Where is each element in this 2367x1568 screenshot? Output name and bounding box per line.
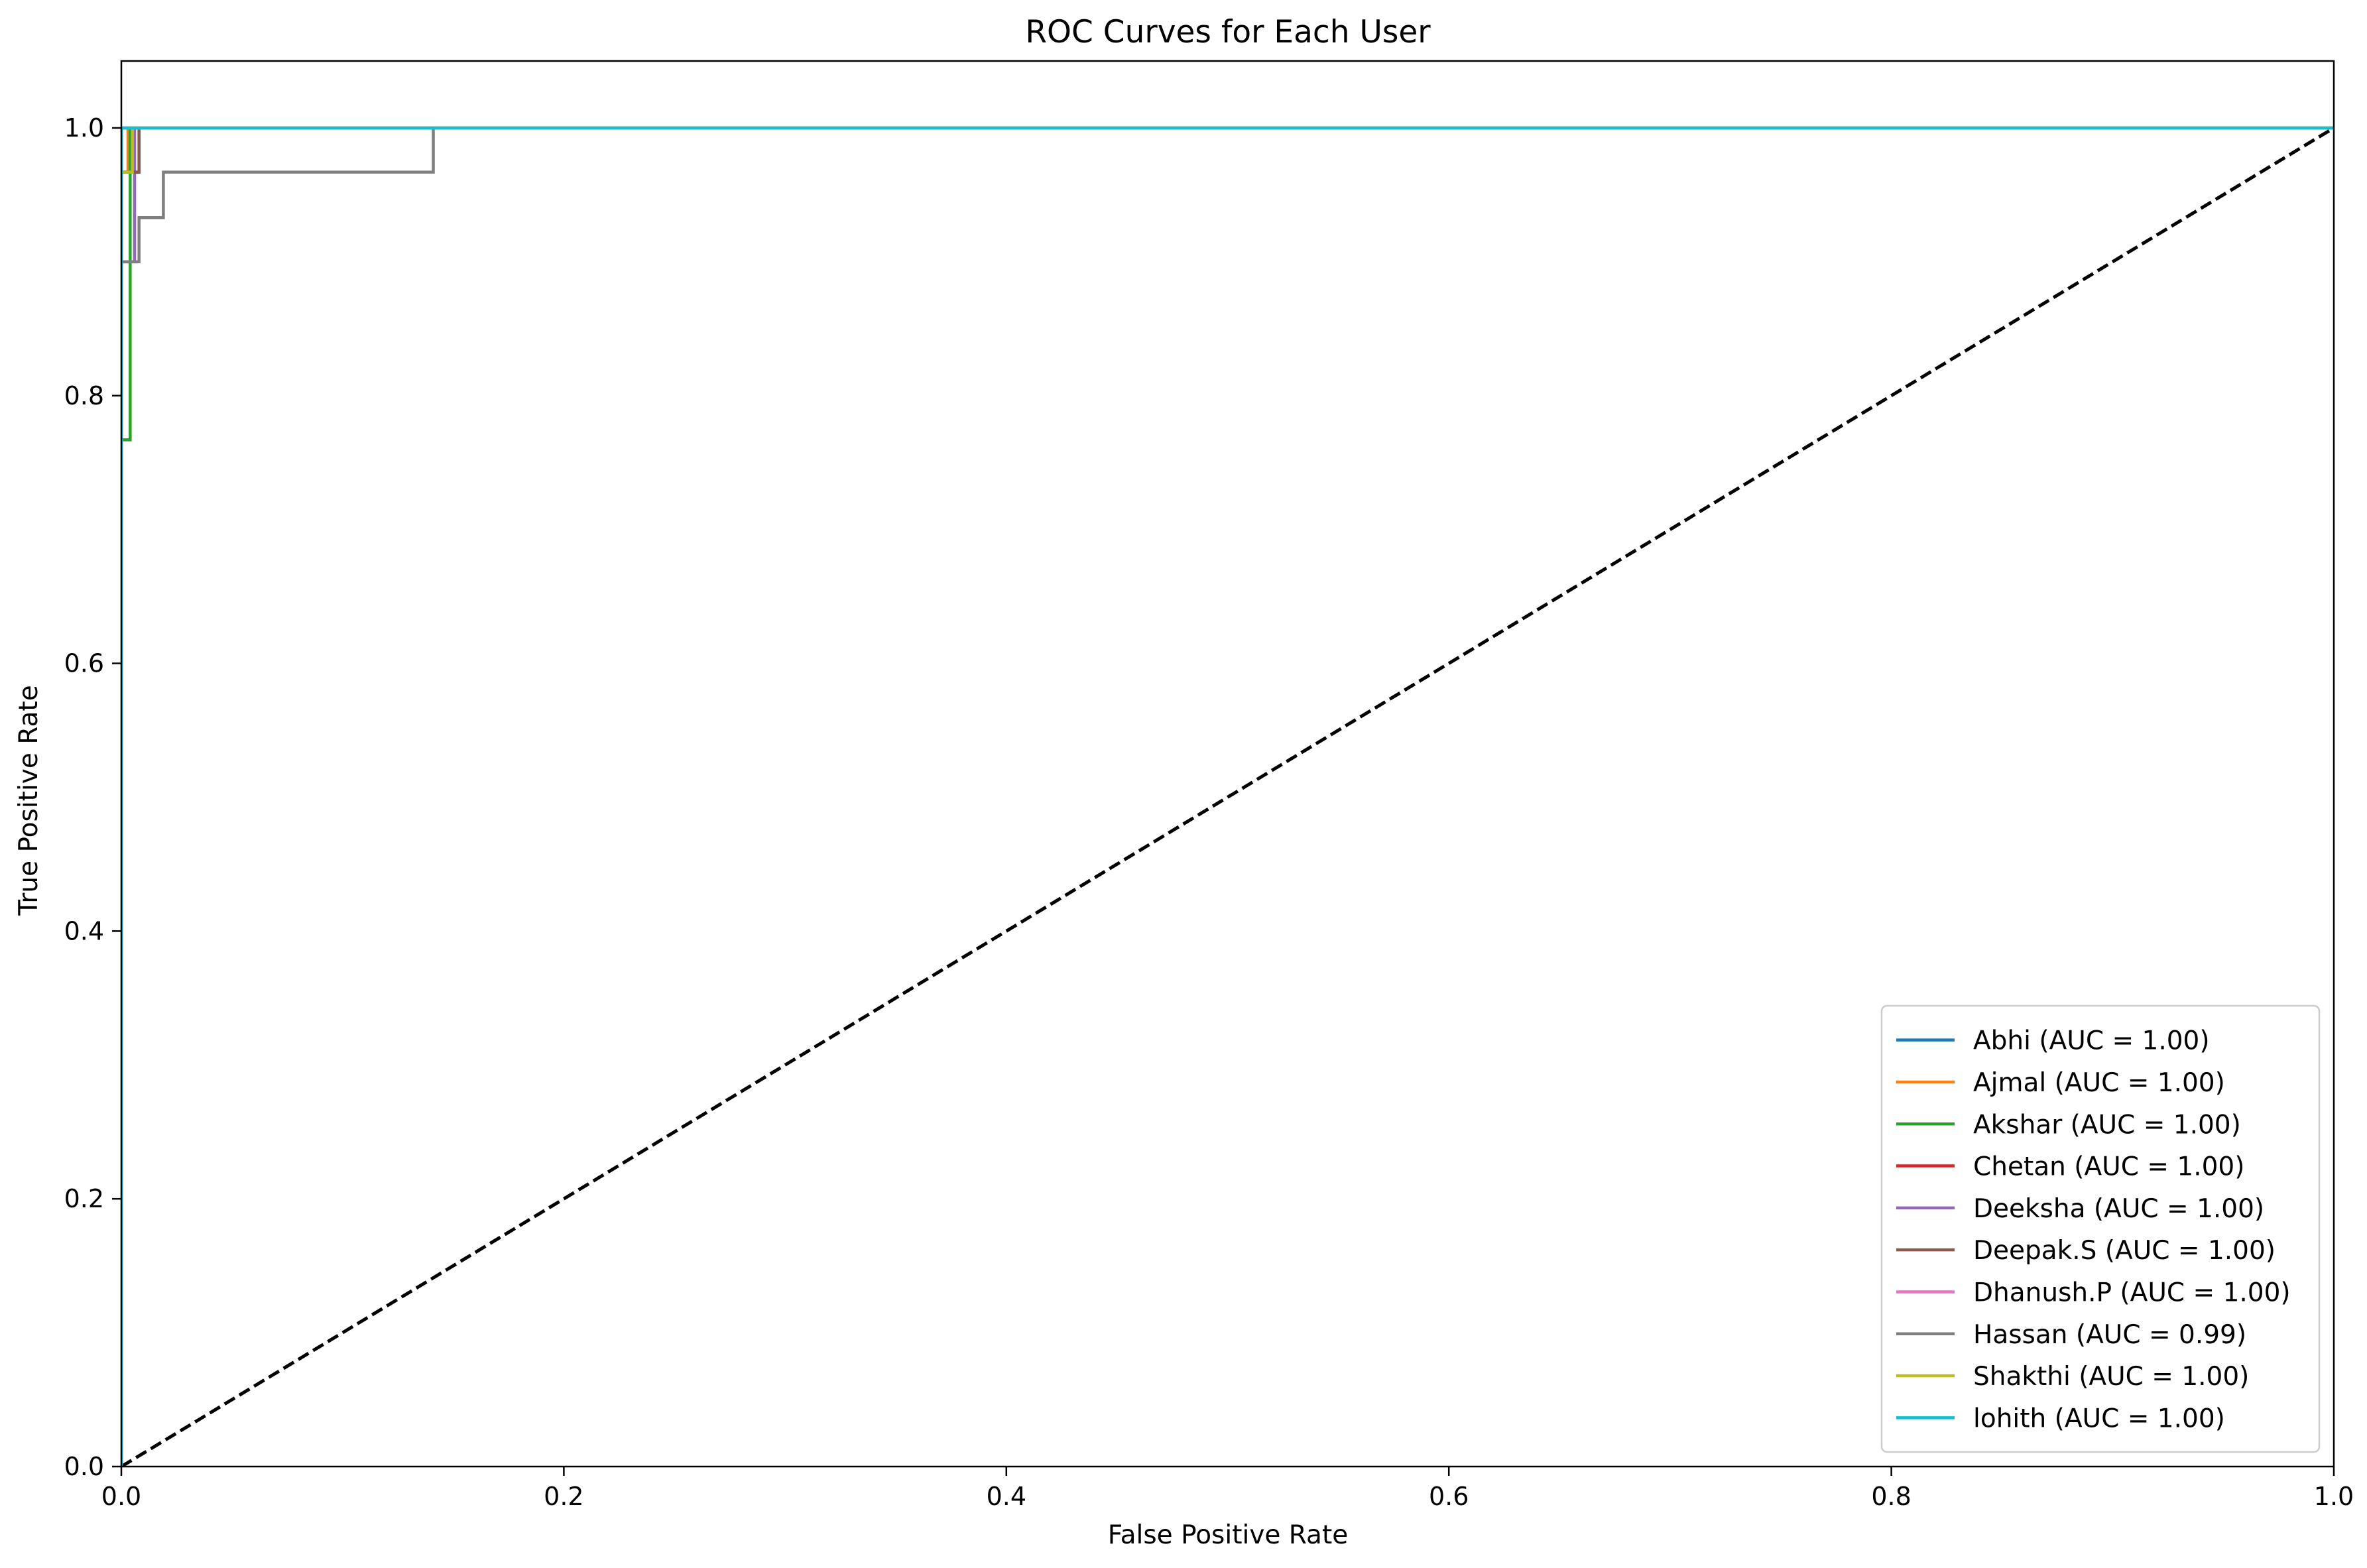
legend-label: Shakthi (AUC = 1.00) xyxy=(1973,1362,2249,1392)
y-tick-label: 0.0 xyxy=(64,1452,104,1481)
x-tick-label: 0.0 xyxy=(101,1482,141,1511)
plot-frame xyxy=(120,60,2335,1468)
y-tick-label: 1.0 xyxy=(64,113,104,143)
x-tick-label: 0.2 xyxy=(544,1482,583,1511)
legend-label: Ajmal (AUC = 1.00) xyxy=(1973,1068,2225,1098)
x-tick-label: 1.0 xyxy=(2314,1482,2354,1511)
y-axis-label: True Positive Rate xyxy=(14,685,44,916)
plot-area xyxy=(121,126,2334,1467)
legend-label: Abhi (AUC = 1.00) xyxy=(1973,1026,2210,1056)
x-tick-label: 0.8 xyxy=(1871,1482,1911,1511)
legend-label: Akshar (AUC = 1.00) xyxy=(1973,1110,2241,1140)
chart-title: ROC Curves for Each User xyxy=(1025,14,1431,50)
y-tick-label: 0.2 xyxy=(64,1184,104,1213)
legend-label: Dhanush.P (AUC = 1.00) xyxy=(1973,1278,2291,1307)
legend-label: Deepak.S (AUC = 1.00) xyxy=(1973,1236,2276,1266)
x-tick-label: 0.6 xyxy=(1429,1482,1469,1511)
legend-box xyxy=(1880,1004,2321,1453)
chance-diagonal-line xyxy=(121,126,2334,1467)
y-tick-label: 0.6 xyxy=(64,649,104,678)
roc-line-7 xyxy=(121,126,2334,1467)
x-axis-label: False Positive Rate xyxy=(1108,1520,1348,1550)
legend-label: Chetan (AUC = 1.00) xyxy=(1973,1152,2244,1182)
x-tick-label: 0.4 xyxy=(987,1482,1026,1511)
y-tick-label: 0.8 xyxy=(64,381,104,410)
legend: Abhi (AUC = 1.00) Ajmal (AUC = 1.00) Aksha… xyxy=(1880,1004,2321,1453)
y-tick-label: 0.4 xyxy=(64,916,104,945)
axes: 0.0 0.2 0.4 0.6 0.8 1.0 0.0 0.2 0.4 0.6 0.8 1.0 xyxy=(64,60,2354,1511)
series-lines xyxy=(121,126,2334,1467)
legend-label: Deeksha (AUC = 1.00) xyxy=(1973,1194,2264,1224)
legend-label: Hassan (AUC = 0.99) xyxy=(1973,1320,2246,1350)
roc-line-9 xyxy=(121,126,2334,1467)
legend-label: lohith (AUC = 1.00) xyxy=(1973,1404,2225,1433)
